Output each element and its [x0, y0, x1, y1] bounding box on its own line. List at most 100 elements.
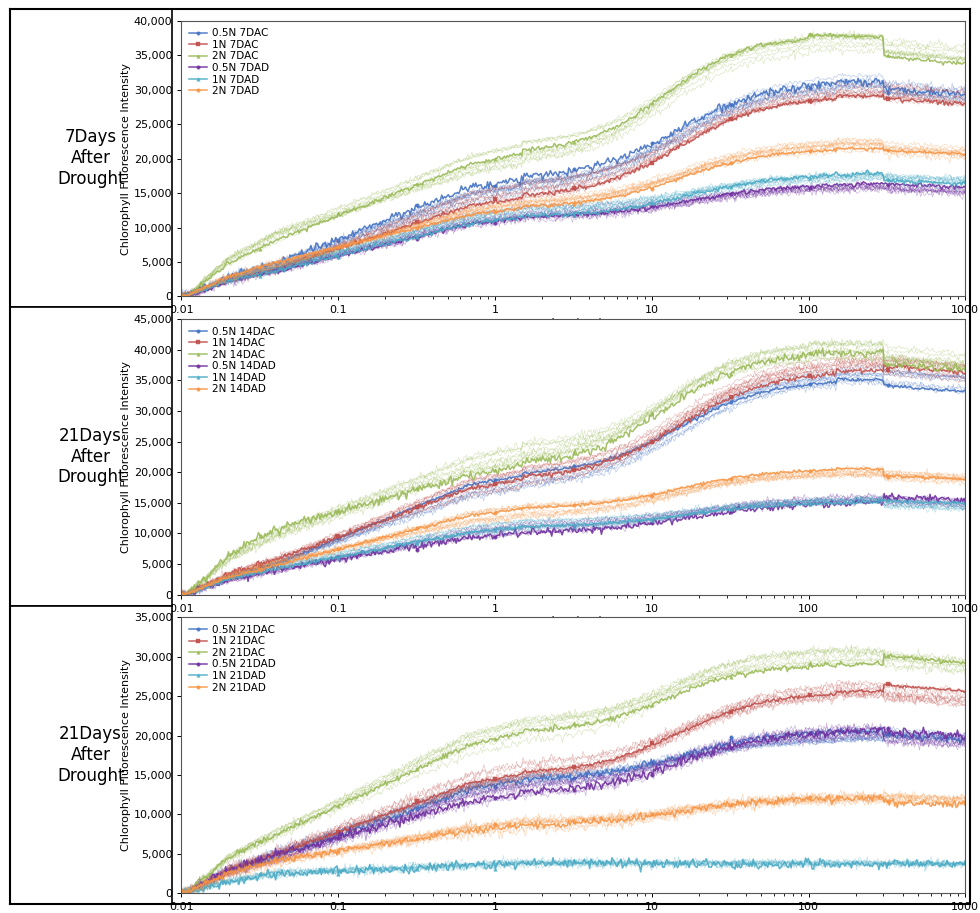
1N 21DAD — [606, 853, 617, 864]
0.5N 7DAC — [378, 215, 390, 226]
2N 7DAC — [316, 215, 327, 226]
0.5N 7DAD — [858, 176, 869, 187]
0.5N 21DAC — [874, 722, 886, 733]
1N 21DAC — [701, 717, 712, 728]
1N 7DAD — [378, 240, 390, 251]
Line: 2N 21DAD: 2N 21DAD — [179, 792, 967, 895]
1N 21DAD — [639, 855, 651, 866]
1N 21DAC — [639, 740, 651, 751]
2N 7DAD — [378, 228, 390, 239]
0.5N 7DAC — [852, 73, 863, 84]
Y-axis label: Chlorophyll Fluorescence Intensity: Chlorophyll Fluorescence Intensity — [121, 361, 131, 553]
2N 7DAC — [824, 28, 836, 39]
X-axis label: Time(ms): Time(ms) — [544, 616, 603, 629]
0.5N 7DAD — [377, 240, 389, 251]
1N 7DAD — [861, 164, 873, 175]
Y-axis label: Chlorophyll Fluorescence Intensity: Chlorophyll Fluorescence Intensity — [121, 63, 131, 255]
Text: 21Days
After
Drought: 21Days After Drought — [57, 426, 124, 487]
2N 7DAC — [639, 102, 651, 113]
0.5N 21DAD — [959, 731, 971, 742]
0.5N 21DAC — [959, 733, 971, 744]
1N 14DAD — [378, 544, 390, 555]
1N 7DAD — [959, 179, 971, 190]
0.5N 21DAD — [878, 721, 890, 732]
2N 7DAC — [531, 142, 543, 153]
1N 21DAD — [959, 855, 971, 866]
Line: 1N 7DAD: 1N 7DAD — [179, 168, 967, 299]
2N 21DAC — [959, 657, 971, 668]
2N 7DAD — [959, 149, 971, 160]
2N 21DAC — [315, 811, 326, 822]
2N 14DAD — [767, 467, 779, 478]
1N 7DAC — [639, 161, 651, 172]
Line: 2N 14DAC: 2N 14DAC — [179, 347, 967, 596]
2N 14DAD — [178, 589, 190, 600]
1N 21DAC — [378, 810, 390, 821]
1N 14DAD — [316, 554, 327, 565]
Y-axis label: Chlorophyll Fluorescence Intensity: Chlorophyll Fluorescence Intensity — [121, 659, 131, 851]
1N 7DAC — [378, 227, 390, 238]
0.5N 7DAC — [175, 290, 187, 301]
1N 7DAD — [531, 210, 543, 221]
0.5N 7DAD — [699, 193, 710, 204]
2N 21DAD — [316, 852, 327, 863]
Line: 1N 7DAC: 1N 7DAC — [179, 92, 967, 299]
2N 7DAC — [767, 38, 779, 49]
1N 14DAD — [878, 495, 890, 506]
0.5N 14DAD — [886, 488, 898, 498]
0.5N 21DAD — [175, 886, 187, 897]
2N 14DAD — [531, 503, 543, 514]
2N 21DAD — [175, 885, 187, 896]
2N 21DAD — [531, 824, 543, 834]
1N 7DAD — [639, 201, 651, 212]
0.5N 14DAC — [832, 373, 844, 383]
0.5N 14DAD — [531, 530, 543, 540]
1N 14DAD — [959, 498, 971, 509]
0.5N 21DAC — [765, 731, 777, 742]
1N 14DAC — [175, 589, 187, 600]
Legend: 0.5N 7DAC, 1N 7DAC, 2N 7DAC, 0.5N 7DAD, 1N 7DAD, 2N 7DAD: 0.5N 7DAC, 1N 7DAC, 2N 7DAC, 0.5N 7DAD, … — [186, 26, 270, 99]
0.5N 7DAD — [530, 211, 542, 222]
Line: 0.5N 21DAC: 0.5N 21DAC — [179, 726, 967, 895]
0.5N 7DAD — [959, 181, 971, 192]
1N 14DAC — [315, 536, 326, 547]
1N 14DAC — [959, 368, 971, 379]
0.5N 7DAC — [316, 243, 327, 254]
Line: 1N 14DAD: 1N 14DAD — [179, 498, 967, 596]
2N 14DAD — [859, 462, 871, 473]
1N 14DAC — [377, 514, 389, 525]
0.5N 14DAC — [699, 408, 710, 419]
2N 7DAC — [180, 291, 192, 302]
0.5N 21DAC — [175, 887, 187, 898]
1N 7DAD — [701, 186, 712, 197]
1N 14DAC — [530, 470, 542, 481]
2N 14DAC — [816, 343, 828, 354]
0.5N 21DAC — [315, 834, 326, 845]
Line: 0.5N 14DAD: 0.5N 14DAD — [179, 491, 967, 596]
0.5N 14DAC — [959, 385, 971, 396]
1N 21DAD — [377, 866, 389, 876]
0.5N 21DAD — [316, 835, 327, 846]
0.5N 21DAD — [180, 887, 192, 898]
Line: 1N 14DAC: 1N 14DAC — [179, 362, 967, 596]
0.5N 14DAC — [175, 589, 187, 600]
1N 14DAD — [531, 521, 543, 532]
2N 14DAC — [959, 365, 971, 376]
Line: 0.5N 21DAD: 0.5N 21DAD — [179, 725, 967, 895]
1N 7DAC — [316, 252, 327, 263]
1N 7DAD — [175, 290, 187, 301]
1N 14DAD — [179, 589, 191, 600]
2N 21DAD — [639, 813, 651, 824]
Line: 2N 7DAC: 2N 7DAC — [179, 32, 967, 299]
2N 21DAD — [180, 887, 192, 898]
0.5N 21DAC — [637, 756, 649, 767]
0.5N 21DAD — [378, 820, 390, 831]
0.5N 21DAC — [377, 813, 389, 824]
0.5N 21DAC — [699, 741, 710, 752]
1N 7DAD — [178, 291, 190, 302]
0.5N 14DAD — [639, 517, 651, 528]
2N 21DAD — [874, 789, 886, 800]
1N 14DAC — [699, 409, 710, 420]
0.5N 7DAC — [531, 169, 543, 180]
2N 14DAD — [175, 588, 187, 599]
